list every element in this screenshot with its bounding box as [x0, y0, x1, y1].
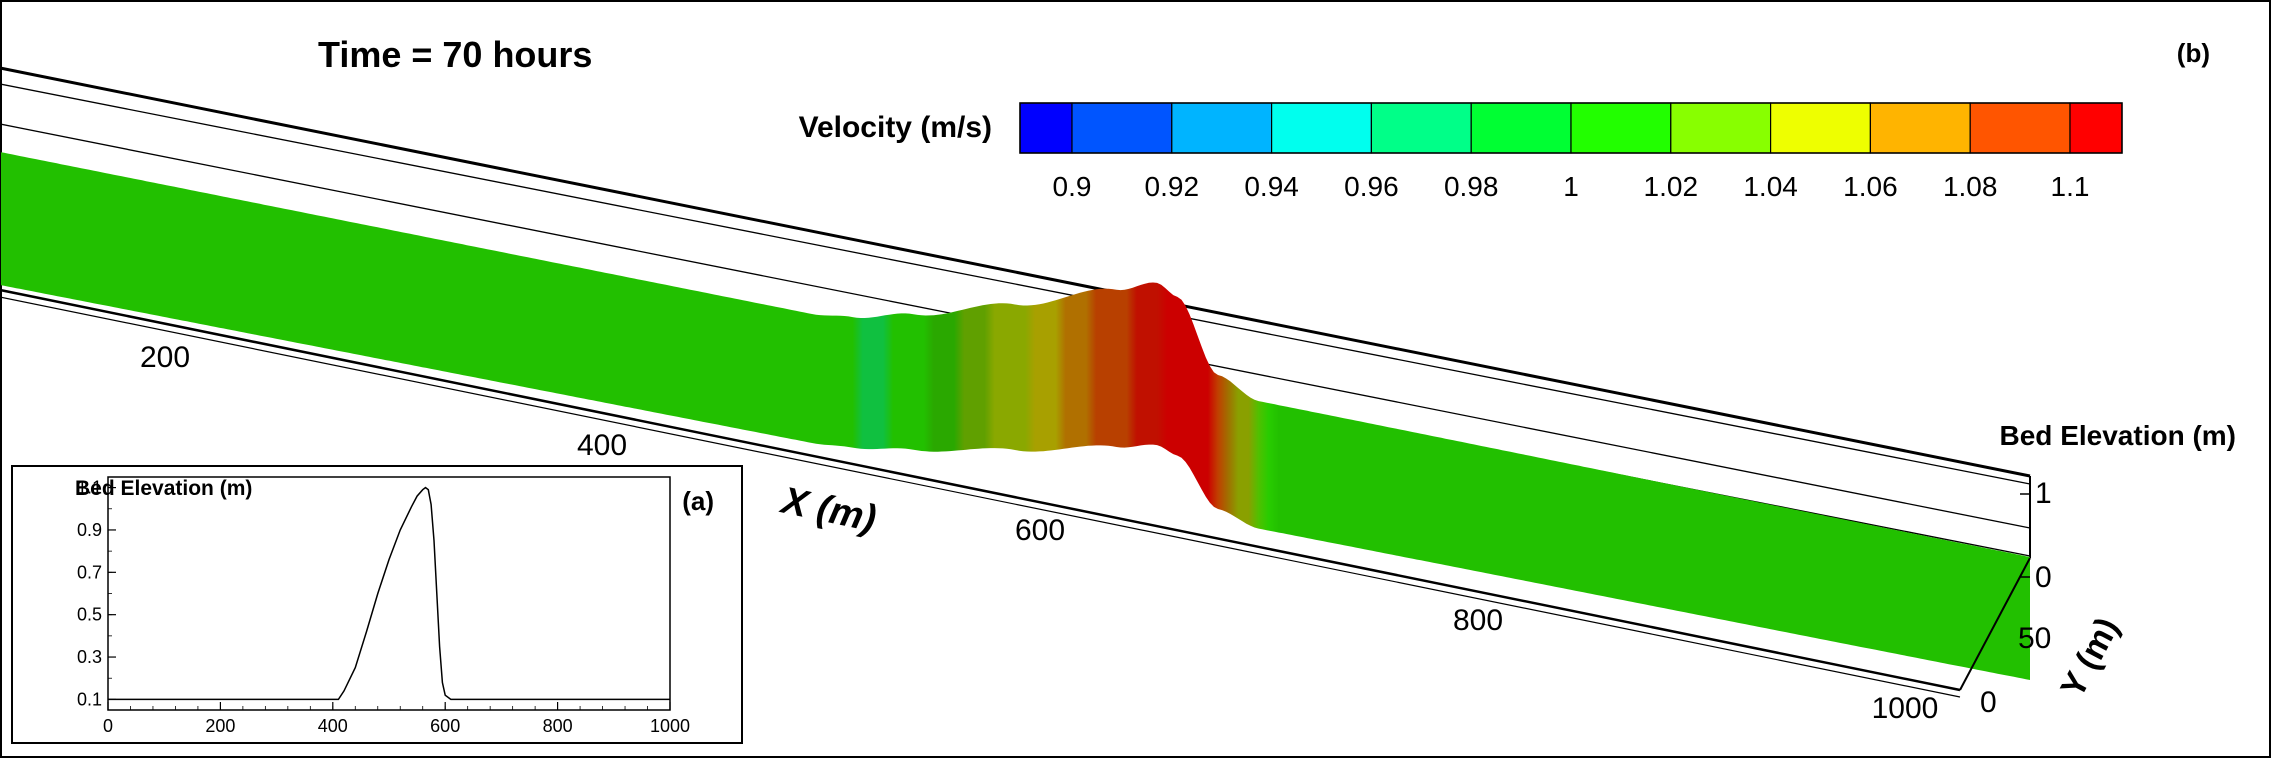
colorbar-swatch [1019, 102, 1073, 154]
inset-y-tick-label: 0.5 [77, 605, 102, 625]
colorbar-tick-label: 0.9 [1053, 171, 1092, 202]
inset-panel-a: Bed Elevation (m) (a) 0 200 400 600 800 1000 … [11, 465, 743, 744]
box-edge [1, 83, 2031, 485]
colorbar-swatch [1969, 102, 2071, 154]
x-tick-label: 600 [1015, 514, 1065, 547]
colorbar-ticks: 0.9 0.92 0.94 0.96 0.98 1 1.02 1.04 1.06 1.08 1.1 [1053, 171, 2090, 202]
panel-b-label: (b) [2177, 38, 2210, 68]
x-tick-label: 1000 [1872, 692, 1939, 725]
colorbar-tick-label: 1.1 [2051, 171, 2090, 202]
inset-x-tick-label: 200 [205, 716, 235, 736]
colorbar-swatch [1370, 102, 1472, 154]
colorbar-tick-label: 1.06 [1843, 171, 1898, 202]
inset-y-tick-label: 0.3 [77, 647, 102, 667]
colorbar-swatch [1769, 102, 1871, 154]
x-axis-line [1, 288, 1961, 692]
colorbar-tick-label: 1 [1563, 171, 1579, 202]
y-tick-label: 0 [1980, 686, 1997, 719]
colorbar-tick-label: 1.08 [1943, 171, 1998, 202]
inset-y-ticks: 0.1 0.3 0.5 0.7 0.9 1.1 [77, 478, 116, 709]
colorbar-swatch [1570, 102, 1672, 154]
colorbar-tick-label: 0.98 [1444, 171, 1499, 202]
colorbar-tick-label: 1.04 [1743, 171, 1798, 202]
front-box-lines [1, 288, 2031, 698]
y-axis-ticks: 0 50 [1980, 622, 2051, 719]
colorbar-tick-label: 1.02 [1644, 171, 1699, 202]
colorbar-swatch [1670, 102, 1772, 154]
colorbar-tick-label: 0.92 [1145, 171, 1200, 202]
colorbar-border [1019, 102, 2123, 154]
colorbar-swatch [1171, 102, 1273, 154]
inset-x-tick-label: 1000 [650, 716, 690, 736]
z-axis-label: Bed Elevation (m) [2000, 420, 2236, 451]
x-tick-label: 800 [1453, 604, 1503, 637]
z-tick-label: 0 [2035, 561, 2052, 594]
inset-title: Bed Elevation (m) [75, 477, 252, 500]
inset-y-tick-label: 0.9 [77, 520, 102, 540]
y-axis-label: Y (m) [2054, 611, 2127, 703]
x-axis-ticks: 200 400 600 800 1000 [140, 341, 1938, 725]
x-axis-label: X (m) [776, 479, 880, 540]
box-edge [1, 66, 2031, 478]
panel-a-label: (a) [682, 486, 714, 516]
colorbar-tick-label: 0.96 [1344, 171, 1399, 202]
colorbar-swatch [1869, 102, 1971, 154]
inset-x-tick-label: 600 [430, 716, 460, 736]
x-tick-label: 200 [140, 341, 190, 374]
panel-b-3d [1, 66, 2031, 698]
colorbar-swatch [1071, 102, 1173, 154]
inset-y-tick-label: 1.1 [77, 478, 102, 498]
inset-x-tick-label: 0 [103, 716, 113, 736]
colorbar-swatch [1470, 102, 1572, 154]
colorbar-swatch [2069, 102, 2123, 154]
inset-y-tick-label: 0.1 [77, 689, 102, 709]
x-tick-label: 400 [577, 429, 627, 462]
inset-frame [11, 465, 743, 744]
inset-y-tick-label: 0.7 [77, 562, 102, 582]
colorbar-title: Velocity (m/s) [799, 111, 992, 144]
inset-x-tick-label: 400 [318, 716, 348, 736]
y-axis-line [1959, 557, 2031, 691]
colorbar [1019, 102, 2123, 154]
z-tick-label: 1 [2035, 477, 2052, 510]
y-tick-label: 50 [2018, 622, 2051, 655]
x-axis-line-inner [1, 296, 1961, 698]
colorbar-tick-label: 0.94 [1244, 171, 1299, 202]
inset-x-ticks: 0 200 400 600 800 1000 [103, 702, 690, 736]
z-axis-ticks: 01 [2020, 477, 2052, 594]
figure-title: Time = 70 hours [318, 34, 592, 75]
inset-bed-profile-line [108, 486, 670, 701]
bed-surface [1, 152, 2030, 680]
colorbar-swatch [1270, 102, 1372, 154]
inset-x-tick-label: 800 [543, 716, 573, 736]
